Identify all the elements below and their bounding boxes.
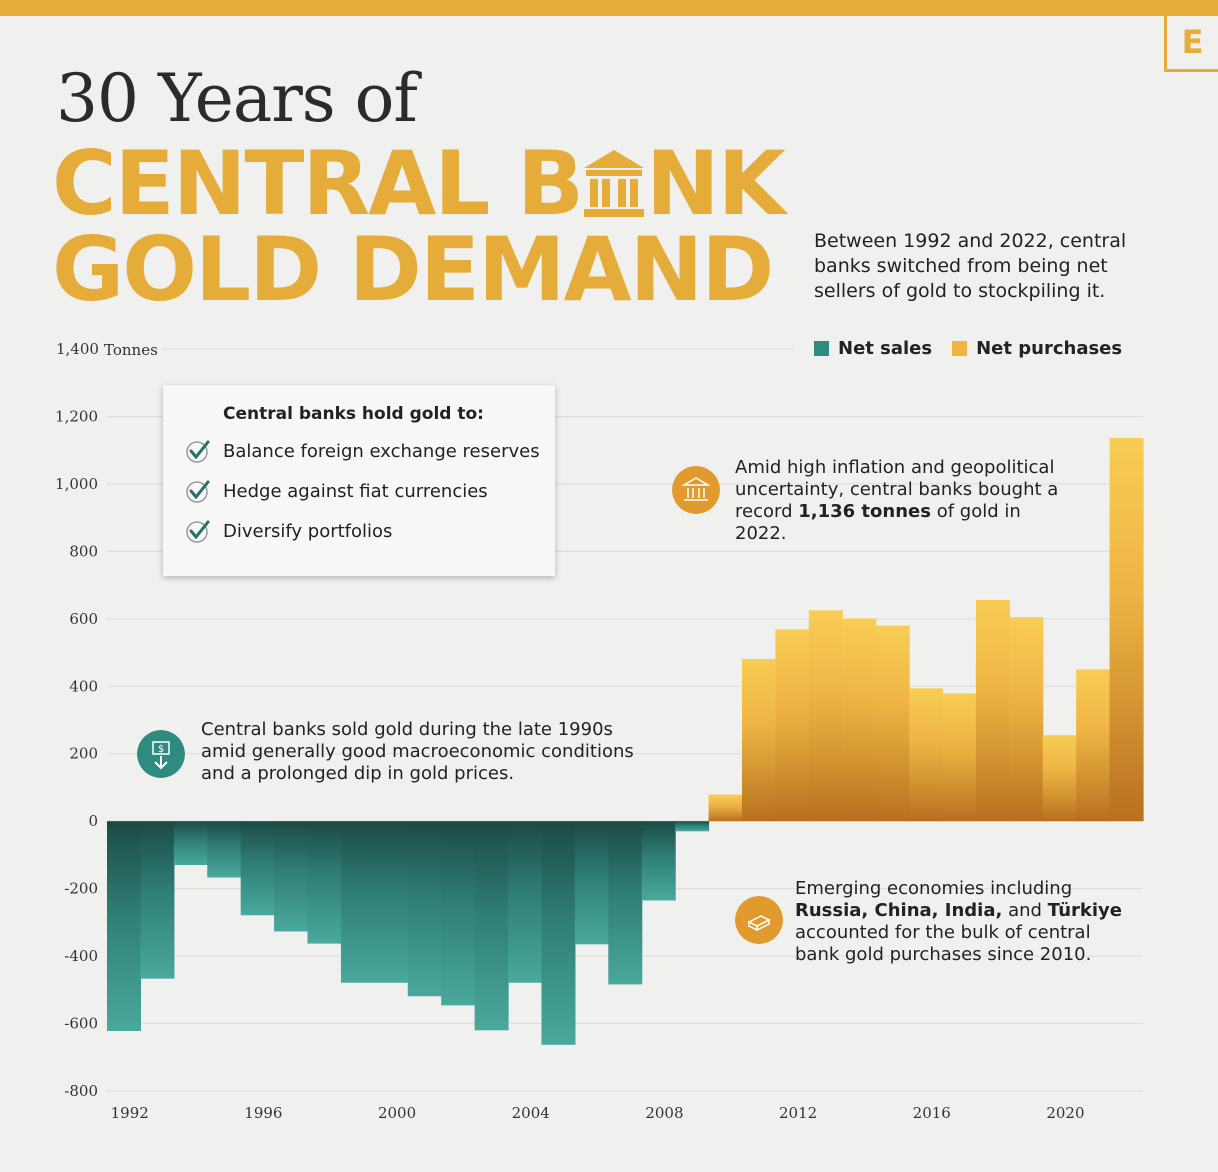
bar-net-purchases — [808, 610, 843, 822]
x-axis-ticks: 1992 1996 2000 2004 2008 2012 2016 2020 — [111, 1104, 1085, 1122]
falling-dollar-icon: $ — [137, 730, 185, 778]
x-tick-label: 1992 — [111, 1104, 149, 1122]
bars — [107, 438, 1144, 1045]
bar-net-purchases — [909, 688, 944, 822]
bar-net-sales — [641, 821, 676, 901]
reason-text: Balance foreign exchange reserves — [223, 440, 540, 462]
reason-item: Balance foreign exchange reserves — [185, 438, 540, 464]
note-record-text: Amid high inflation and geopolitical unc… — [735, 457, 1059, 522]
y-tick-label: 600 — [69, 610, 98, 628]
x-tick-label: 2004 — [512, 1104, 550, 1122]
y-axis-label: Tonnes — [104, 341, 158, 359]
legend-label-net-purchases: Net purchases — [976, 338, 1123, 359]
reason-item: Diversify portfolios — [185, 518, 392, 544]
check-icon — [186, 520, 210, 543]
title-line-2-a: CENTRAL B — [52, 132, 584, 235]
legend-label-net-sales: Net sales — [838, 338, 933, 359]
reasons-title: Central banks hold gold to: — [223, 404, 484, 424]
bar-net-sales — [207, 821, 242, 878]
bar-net-sales — [173, 821, 208, 866]
check-icon — [186, 480, 210, 503]
bank-icon — [672, 466, 720, 514]
bar-net-sales — [107, 821, 142, 1031]
bar-net-sales — [374, 821, 409, 983]
bar-net-sales — [140, 821, 175, 979]
bar-net-sales — [441, 821, 476, 1006]
y-tick-label: 800 — [69, 542, 98, 560]
y-tick-label: 400 — [69, 677, 98, 695]
bar-net-sales — [274, 821, 309, 932]
bar-net-sales — [307, 821, 342, 944]
bar-net-purchases — [1009, 617, 1044, 822]
x-tick-label: 2012 — [779, 1104, 817, 1122]
bar-net-purchases — [842, 618, 877, 822]
y-tick-label: -400 — [64, 947, 98, 965]
y-tick-label: -600 — [64, 1015, 98, 1033]
y-tick-label: 0 — [88, 812, 98, 830]
x-tick-label: 2016 — [913, 1104, 951, 1122]
reason-item: Hedge against fiat currencies — [185, 478, 488, 504]
note-record-text-end: of gold in 2022. — [735, 501, 1021, 544]
brand-logo: E — [1164, 16, 1218, 72]
bar-net-sales — [608, 821, 643, 985]
legend-item-net-sales: Net sales — [814, 338, 932, 359]
bar-net-sales — [508, 821, 543, 983]
title-line-3: GOLD DEMAND — [52, 218, 774, 321]
bar-net-sales — [474, 821, 509, 1031]
reasons-box: Central banks hold gold to: Balance fore… — [163, 385, 555, 576]
note-emerging-text-end: accounted for the bulk of central bank g… — [795, 922, 1092, 965]
intro-text: Between 1992 and 2022, central banks swi… — [814, 230, 1127, 302]
y-axis-ticks: 1,400 1,200 1,000 800 600 400 200 0 -200 -400 -600… — [55, 340, 99, 1100]
svg-text:$: $ — [158, 744, 164, 755]
note-emerging-turkiye: Türkiye — [1047, 900, 1122, 921]
bar-net-purchases — [1109, 438, 1144, 822]
y-tick-label: -200 — [64, 880, 98, 898]
y-tick-label: 1,000 — [55, 475, 98, 493]
bar-net-sales — [340, 821, 375, 983]
y-tick-label: 200 — [69, 745, 98, 763]
note-sold: Central banks sold gold during the late … — [201, 719, 634, 784]
bank-icon — [584, 150, 645, 217]
y-tick-label: 1,200 — [55, 407, 98, 425]
title-line-2-b: NK — [646, 132, 786, 235]
note-emerging-countries: Russia, China, India, — [795, 900, 1003, 921]
top-accent-bar — [0, 0, 1218, 16]
gold-bars-icon — [735, 896, 783, 944]
y-tick-label: -800 — [64, 1082, 98, 1100]
bar-net-sales — [541, 821, 576, 1045]
note-record-highlight: 1,136 tonnes — [798, 501, 931, 522]
y-tick-label: 1,400 — [56, 340, 99, 358]
bar-net-sales — [407, 821, 442, 997]
legend: Net sales Net purchases — [814, 338, 1122, 359]
note-emerging-text: Emerging economies including — [795, 878, 1073, 899]
bar-net-purchases — [1076, 669, 1111, 822]
check-icon — [186, 440, 210, 463]
x-tick-label: 1996 — [244, 1104, 282, 1122]
reason-text: Diversify portfolios — [223, 520, 393, 542]
bar-net-purchases — [942, 693, 977, 822]
bar-net-purchases — [975, 599, 1010, 822]
x-tick-label: 2020 — [1046, 1104, 1084, 1122]
bar-net-purchases — [741, 658, 776, 822]
title-line-2: CENTRAL B NK — [52, 132, 786, 235]
x-tick-label: 2000 — [378, 1104, 416, 1122]
note-emerging-and: and — [1002, 900, 1048, 921]
net-sales-swatch — [814, 341, 829, 356]
x-tick-label: 2008 — [645, 1104, 683, 1122]
title-line-1: 30 Years of — [56, 60, 418, 137]
bar-net-sales — [675, 821, 710, 832]
reason-text: Hedge against fiat currencies — [223, 480, 488, 502]
note-emerging: Emerging economies including Russia, Chi… — [795, 878, 1125, 966]
legend-item-net-purchases: Net purchases — [952, 338, 1122, 359]
bar-net-purchases — [708, 794, 743, 822]
bar-net-sales — [240, 821, 275, 916]
bar-net-purchases — [775, 629, 810, 822]
net-purchases-swatch — [952, 341, 968, 356]
note-record: Amid high inflation and geopolitical unc… — [735, 457, 1075, 545]
bar-net-purchases — [1042, 735, 1077, 822]
bar-net-sales — [574, 821, 609, 945]
bar-net-purchases — [875, 625, 910, 822]
